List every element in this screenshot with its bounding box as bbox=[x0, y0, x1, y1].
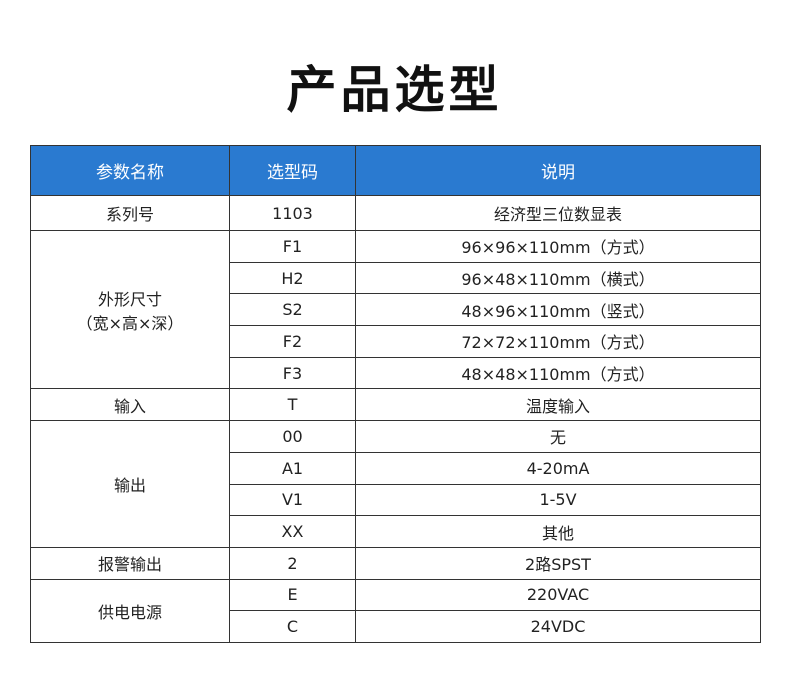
param-name: 输出 bbox=[30, 420, 230, 548]
selection-code: F3 bbox=[229, 356, 356, 390]
description: 2路SPST bbox=[355, 546, 761, 580]
table-row: 供电电源 E 220VAC bbox=[30, 578, 761, 643]
selection-code: 1103 bbox=[229, 195, 356, 231]
table-row: F2 72×72×110mm（方式） bbox=[31, 325, 761, 358]
description: 96×96×110mm（方式） bbox=[355, 230, 761, 263]
table-row: F3 48×48×110mm（方式） bbox=[31, 356, 761, 390]
selection-code: F2 bbox=[229, 325, 356, 358]
selection-code: C bbox=[229, 610, 356, 643]
table-row: S2 48×96×110mm（竖式） bbox=[31, 293, 761, 327]
table-row: A1 4-20mA bbox=[31, 451, 761, 485]
param-name: 输入 bbox=[30, 388, 230, 422]
table-row: 输出 00 无 bbox=[30, 420, 761, 548]
selection-code: V1 bbox=[229, 483, 356, 517]
selection-code: F1 bbox=[229, 230, 356, 263]
param-name: 系列号 bbox=[30, 195, 230, 231]
selection-code: S2 bbox=[229, 293, 356, 327]
table-row: C 24VDC bbox=[31, 610, 761, 643]
selection-code: XX bbox=[229, 515, 356, 548]
description: 温度输入 bbox=[355, 388, 761, 422]
description: 72×72×110mm（方式） bbox=[355, 325, 761, 358]
column-header: 选型码 bbox=[229, 145, 356, 196]
page-title: 产品选型 bbox=[286, 61, 503, 119]
description: 经济型三位数显表 bbox=[355, 195, 761, 231]
description: 无 bbox=[355, 420, 761, 453]
selection-code: 00 bbox=[229, 420, 356, 453]
column-header: 说明 bbox=[355, 145, 761, 196]
column-header: 参数名称 bbox=[30, 145, 230, 196]
param-name: 报警输出 bbox=[30, 546, 230, 580]
table-row: H2 96×48×110mm（横式） bbox=[31, 261, 761, 295]
selection-code: T bbox=[229, 388, 356, 422]
description: 48×48×110mm（方式） bbox=[355, 356, 761, 390]
description: 24VDC bbox=[355, 610, 761, 643]
param-name: 外形尺寸 （宽×高×深） bbox=[30, 229, 230, 390]
description: 1-5V bbox=[355, 483, 761, 517]
description: 48×96×110mm（竖式） bbox=[355, 293, 761, 327]
table-row: 报警输出 2 2路SPST bbox=[30, 546, 761, 580]
table-row: XX 其他 bbox=[31, 515, 761, 548]
selection-code: E bbox=[229, 578, 356, 612]
description: 其他 bbox=[355, 515, 761, 548]
description: 220VAC bbox=[355, 578, 761, 612]
selection-code: A1 bbox=[229, 451, 356, 485]
table-row: 输入 T 温度输入 bbox=[30, 388, 761, 422]
description: 4-20mA bbox=[355, 451, 761, 485]
selection-table: 参数名称 选型码 说明 系列号 1103 经济型三位数显表 外形尺寸 （宽×高×深） F… bbox=[30, 145, 761, 643]
table-row: 系列号 1103 经济型三位数显表 bbox=[30, 195, 761, 231]
selection-code: H2 bbox=[229, 261, 356, 295]
table-row: V1 1-5V bbox=[31, 483, 761, 517]
param-name: 供电电源 bbox=[30, 578, 230, 643]
description: 96×48×110mm（横式） bbox=[355, 261, 761, 295]
table-row: 外形尺寸 （宽×高×深） F1 96×96×110mm（方式） bbox=[30, 229, 761, 390]
selection-code: 2 bbox=[229, 546, 356, 580]
